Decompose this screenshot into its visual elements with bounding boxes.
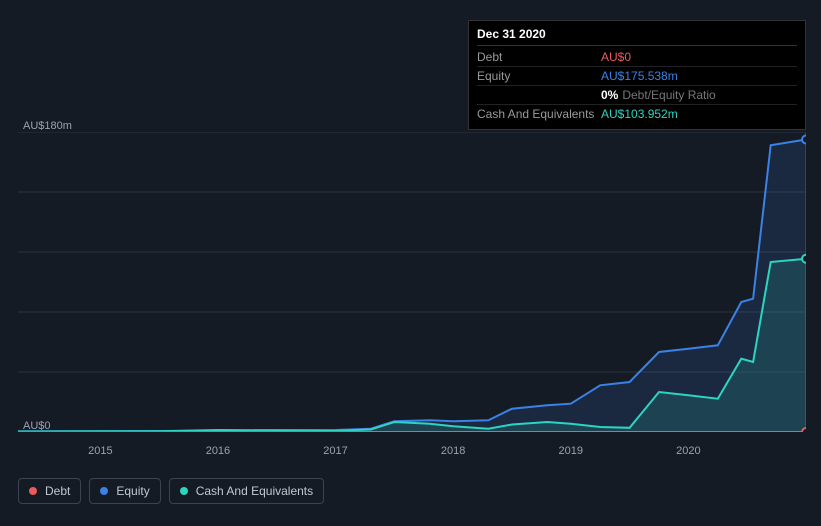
tooltip-label: Debt: [477, 50, 601, 64]
chart-tooltip: Dec 31 2020 DebtAU$0EquityAU$175.538m0%D…: [468, 20, 806, 130]
chart-legend: Debt Equity Cash And Equivalents: [18, 478, 324, 504]
legend-dot: [100, 487, 108, 495]
legend-dot: [180, 487, 188, 495]
tooltip-label: Equity: [477, 69, 601, 83]
tooltip-row: 0% Debt/Equity Ratio: [477, 86, 797, 105]
tooltip-ratio-text: Debt/Equity Ratio: [622, 88, 715, 102]
tooltip-label: Cash And Equivalents: [477, 107, 601, 121]
chart-plot: [18, 132, 806, 432]
legend-label: Debt: [45, 484, 70, 498]
x-axis-year: 2018: [441, 445, 465, 457]
legend-dot: [29, 487, 37, 495]
legend-item-cash-and-equivalents[interactable]: Cash And Equivalents: [169, 478, 324, 504]
tooltip-row: DebtAU$0: [477, 48, 797, 67]
x-axis-year: 2020: [676, 445, 700, 457]
x-axis-year: 2017: [323, 445, 347, 457]
legend-label: Equity: [116, 484, 149, 498]
x-axis-year: 2015: [88, 445, 112, 457]
financial-chart[interactable]: AU$180m AU$0 201520162017201820192020: [18, 120, 806, 470]
tooltip-label: [477, 88, 601, 102]
tooltip-value: AU$175.538m: [601, 69, 678, 83]
tooltip-row: EquityAU$175.538m: [477, 67, 797, 86]
legend-item-equity[interactable]: Equity: [89, 478, 160, 504]
x-axis-year: 2016: [206, 445, 230, 457]
y-axis-top-label: AU$180m: [23, 120, 72, 132]
legend-item-debt[interactable]: Debt: [18, 478, 81, 504]
tooltip-date: Dec 31 2020: [477, 27, 797, 46]
tooltip-value: AU$103.952m: [601, 107, 678, 121]
tooltip-ratio-pct: 0%: [601, 88, 618, 102]
legend-label: Cash And Equivalents: [196, 484, 313, 498]
tooltip-value: AU$0: [601, 50, 631, 64]
x-axis-year: 2019: [559, 445, 583, 457]
